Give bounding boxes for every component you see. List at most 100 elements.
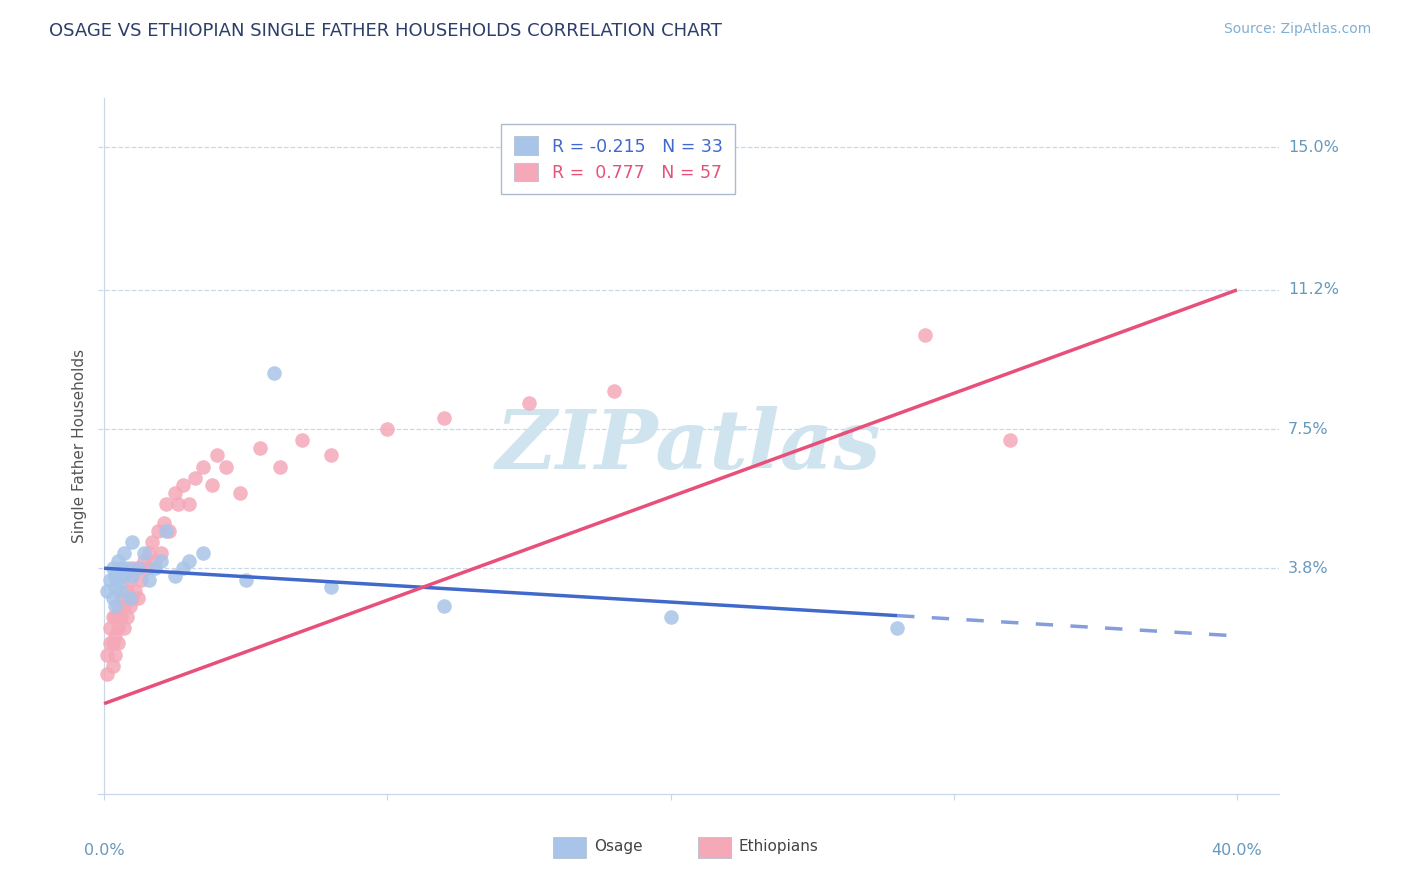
Point <box>104 648 127 662</box>
Point <box>138 546 160 560</box>
Point <box>201 478 224 492</box>
FancyBboxPatch shape <box>699 837 731 858</box>
Point <box>104 610 127 624</box>
Text: 0.0%: 0.0% <box>84 843 124 858</box>
Point <box>107 636 129 650</box>
Y-axis label: Single Father Households: Single Father Households <box>72 349 87 543</box>
Point <box>115 583 138 598</box>
Point <box>155 524 177 538</box>
Point <box>163 486 186 500</box>
Point <box>183 471 205 485</box>
Text: 3.8%: 3.8% <box>1288 561 1329 575</box>
Point <box>115 561 138 575</box>
Point <box>263 366 285 380</box>
Text: Osage: Osage <box>595 839 643 855</box>
Point <box>110 591 132 606</box>
Point <box>1000 434 1022 448</box>
Point <box>433 599 456 613</box>
Point <box>132 546 155 560</box>
Point <box>110 583 132 598</box>
Point <box>132 554 155 568</box>
Text: 15.0%: 15.0% <box>1288 139 1339 154</box>
Point <box>101 636 124 650</box>
Point <box>96 648 118 662</box>
Point <box>141 535 163 549</box>
Point <box>127 561 149 575</box>
Point <box>149 554 172 568</box>
Text: 40.0%: 40.0% <box>1212 843 1263 858</box>
Point <box>110 561 132 575</box>
Point <box>118 591 141 606</box>
Point <box>104 629 127 643</box>
Text: OSAGE VS ETHIOPIAN SINGLE FATHER HOUSEHOLDS CORRELATION CHART: OSAGE VS ETHIOPIAN SINGLE FATHER HOUSEHO… <box>49 22 723 40</box>
Point <box>127 561 149 575</box>
Point <box>101 659 124 673</box>
Point <box>129 573 152 587</box>
Text: Ethiopians: Ethiopians <box>738 839 818 855</box>
Point <box>517 396 540 410</box>
Point <box>101 610 124 624</box>
Point <box>107 621 129 635</box>
Point <box>166 497 188 511</box>
Point <box>215 459 238 474</box>
Point <box>319 580 342 594</box>
Point <box>138 573 160 587</box>
Point <box>96 666 118 681</box>
Point <box>155 497 177 511</box>
Point <box>118 573 141 587</box>
Point <box>121 568 143 582</box>
Text: 11.2%: 11.2% <box>1288 283 1339 297</box>
Point <box>101 591 124 606</box>
Point <box>249 441 271 455</box>
Text: 7.5%: 7.5% <box>1288 422 1329 436</box>
Point <box>172 478 194 492</box>
Point <box>291 434 314 448</box>
Point <box>98 573 121 587</box>
Point <box>172 561 194 575</box>
Point <box>269 459 291 474</box>
Point <box>98 621 121 635</box>
Point <box>177 554 200 568</box>
Point <box>112 621 135 635</box>
Point <box>146 524 169 538</box>
Point <box>112 568 135 582</box>
Text: Source: ZipAtlas.com: Source: ZipAtlas.com <box>1223 22 1371 37</box>
Point <box>914 328 936 343</box>
Point <box>135 561 157 575</box>
Point <box>319 449 342 463</box>
Point <box>121 535 143 549</box>
Point <box>101 561 124 575</box>
Point <box>207 449 229 463</box>
Legend: R = -0.215   N = 33, R =  0.777   N = 57: R = -0.215 N = 33, R = 0.777 N = 57 <box>502 124 735 194</box>
Point <box>121 591 143 606</box>
Text: ZIPatlas: ZIPatlas <box>496 406 882 486</box>
Point <box>143 561 166 575</box>
Point <box>112 546 135 560</box>
Point <box>152 516 174 530</box>
Point <box>143 554 166 568</box>
Point <box>229 486 252 500</box>
Point <box>124 583 146 598</box>
Point <box>104 599 127 613</box>
Point <box>110 610 132 624</box>
FancyBboxPatch shape <box>553 837 586 858</box>
Point <box>127 591 149 606</box>
Point <box>107 599 129 613</box>
Point <box>193 546 215 560</box>
Point <box>96 583 118 598</box>
Point <box>603 384 626 399</box>
Point <box>104 568 127 582</box>
Point <box>433 410 456 425</box>
Point <box>163 568 186 582</box>
Point <box>375 422 398 436</box>
Point <box>107 554 129 568</box>
Point <box>98 636 121 650</box>
Point <box>659 610 682 624</box>
Point <box>886 621 908 635</box>
Point <box>121 561 143 575</box>
Point <box>112 599 135 613</box>
Point <box>149 546 172 560</box>
Point <box>107 573 129 587</box>
Point <box>115 610 138 624</box>
Point <box>157 524 180 538</box>
